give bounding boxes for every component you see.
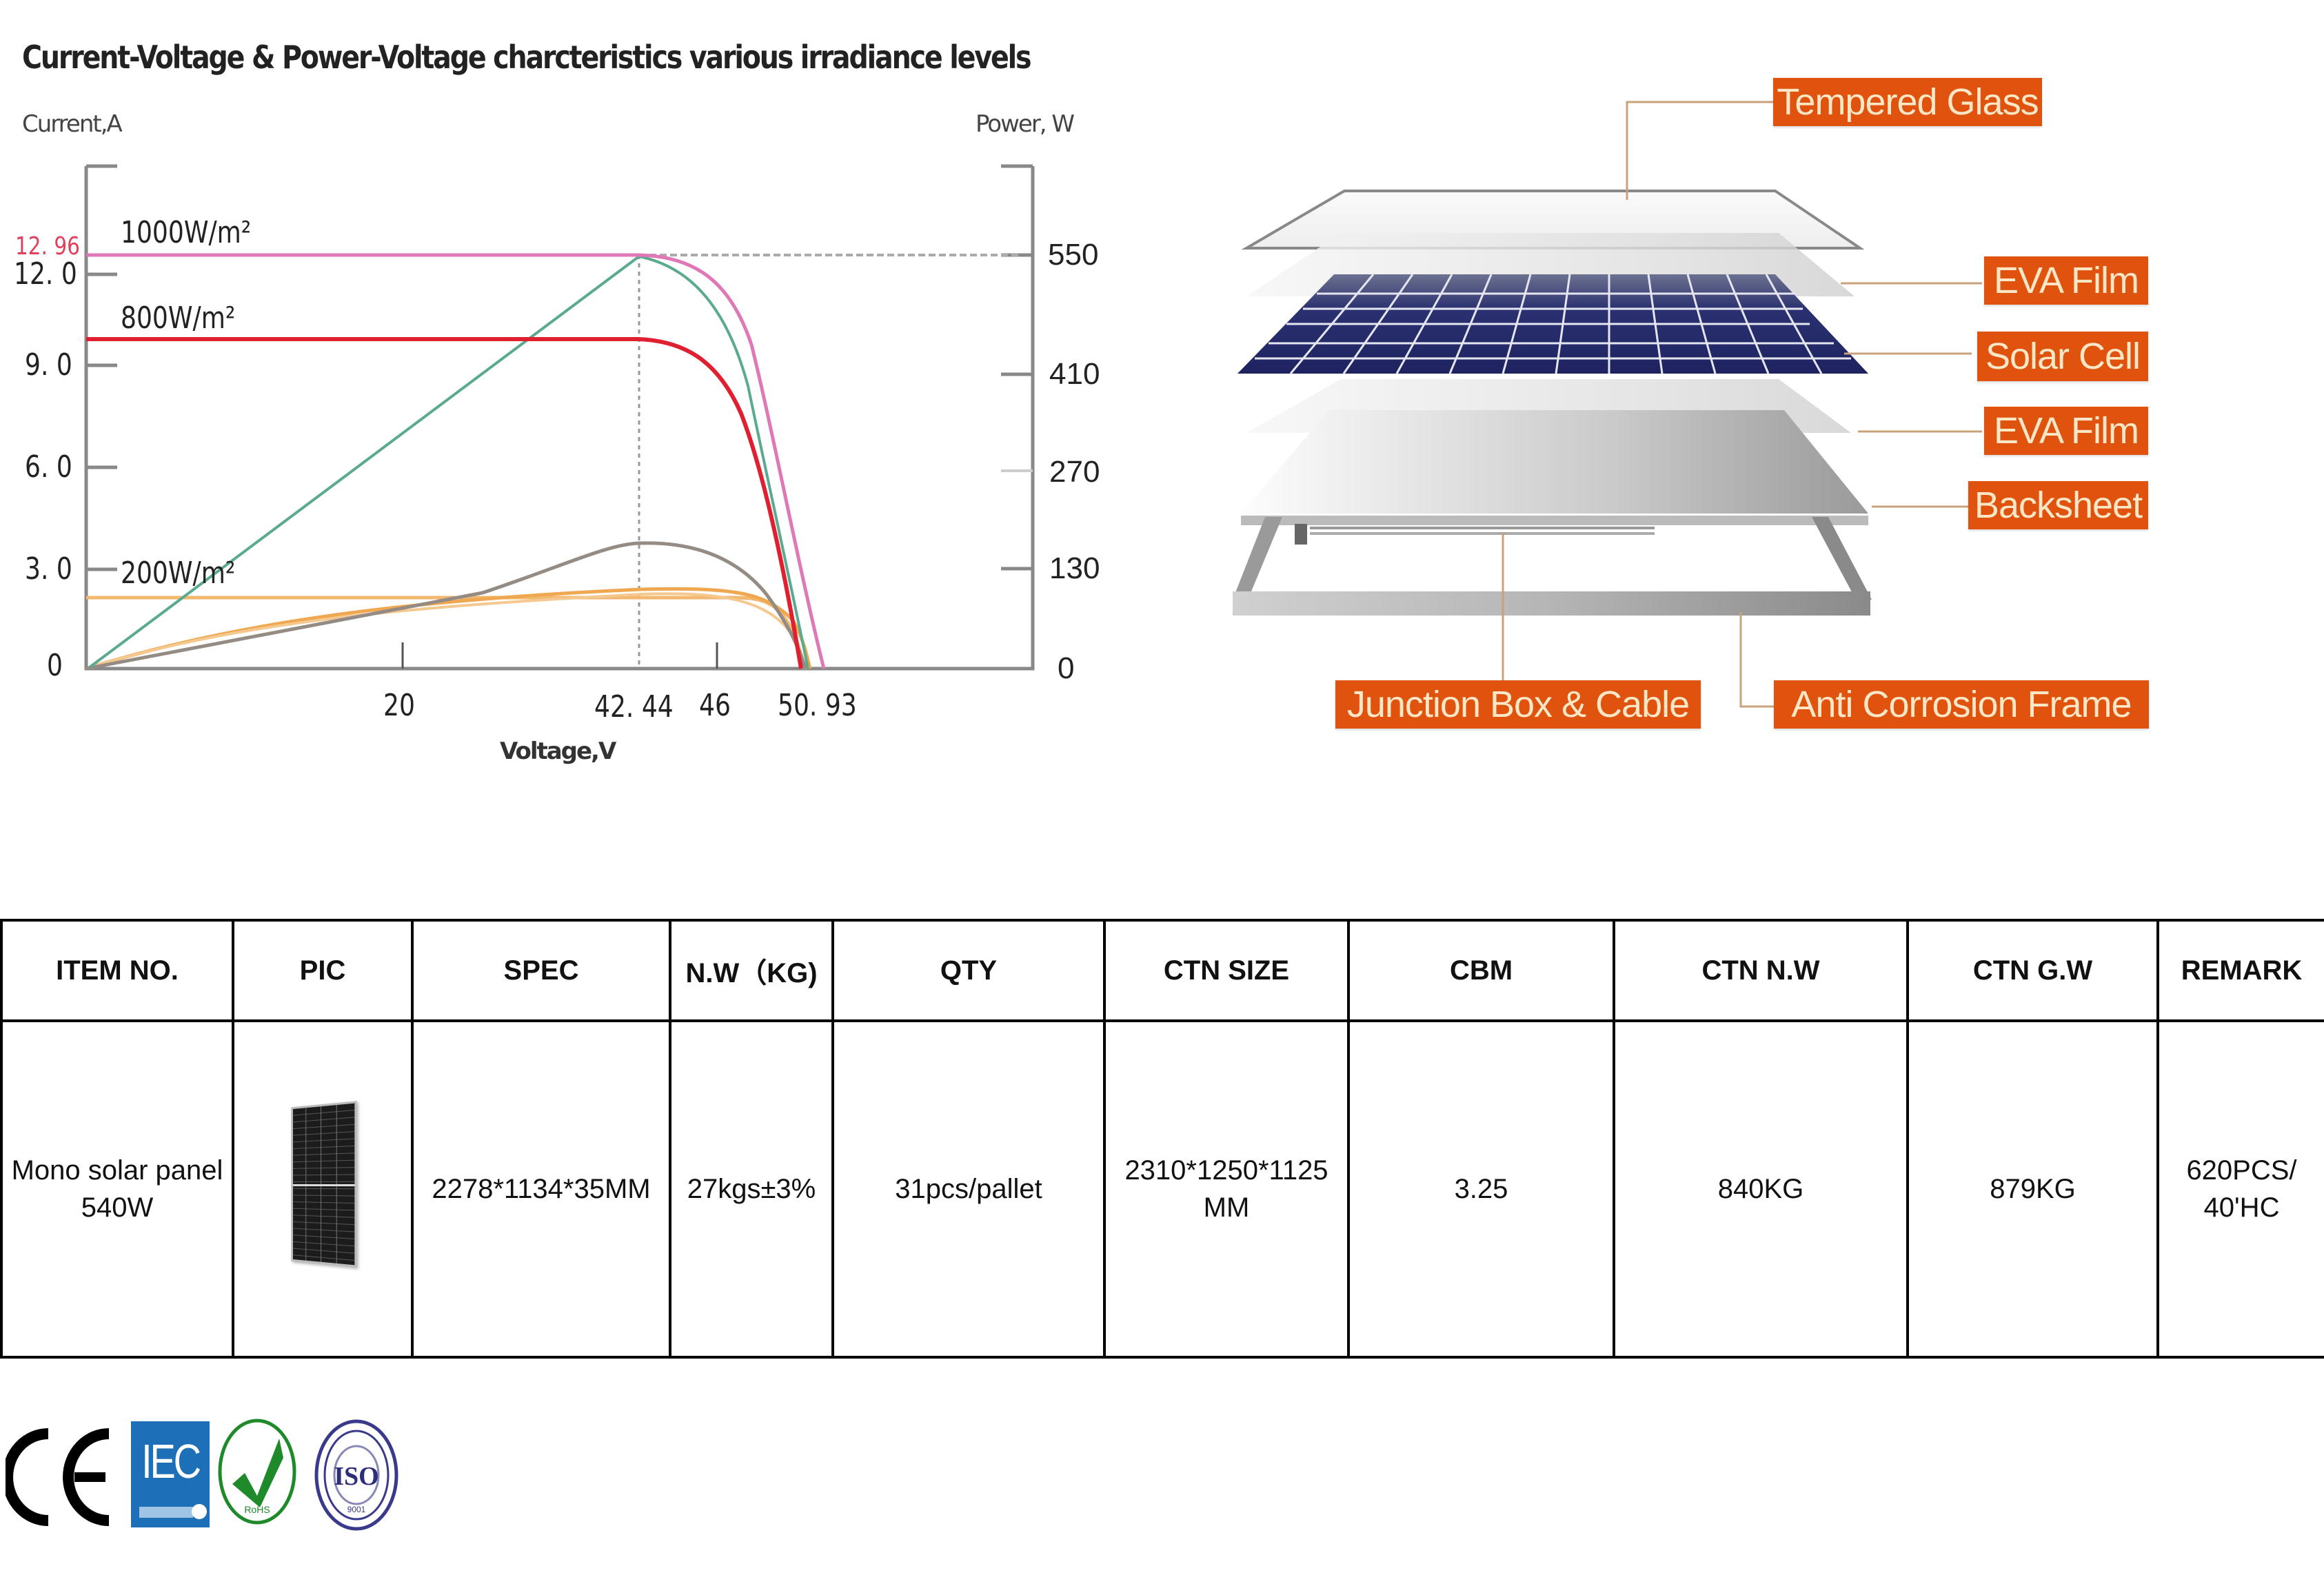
svg-text:9001: 9001 (347, 1505, 366, 1514)
iso-9001-seal-icon: ISO 9001 (314, 1419, 398, 1531)
header-spec: SPEC (411, 919, 671, 1022)
table-header-row: ITEM NO. PIC SPEC N.W（KG) QTY CTN SIZE C… (0, 919, 2324, 1022)
solar-cell-layer (1237, 274, 1868, 374)
label-anti-corrosion-frame: Anti Corrosion Frame (1774, 680, 2149, 729)
label-eva-film-top: EVA Film (1984, 256, 2148, 305)
legend-800: 800W/m² (121, 301, 236, 336)
header-pic: PIC (232, 919, 414, 1022)
backsheet-layer (1241, 410, 1868, 514)
y-tick-0: 0 (47, 648, 63, 683)
cell-ctn-gw: 879KG (1906, 1019, 2159, 1359)
y2-tick-130: 130 (1049, 551, 1100, 585)
cell-nw: 27kgs±3% (669, 1019, 834, 1359)
cell-item-no: Mono solar panel 540W (0, 1019, 234, 1359)
rohs-check-icon: RoHS (218, 1419, 296, 1525)
y2-axis-title-power: Power, W (976, 110, 1075, 138)
packing-spec-table: ITEM NO. PIC SPEC N.W（KG) QTY CTN SIZE C… (0, 919, 2324, 1359)
label-backsheet: Backsheet (1968, 481, 2148, 529)
y-tick-3: 3. 0 (25, 551, 72, 587)
ce-mark-icon (6, 1428, 110, 1526)
y-highlight-label: 12. 96 (15, 232, 80, 261)
label-eva-film-bottom: EVA Film (1984, 407, 2148, 455)
x-tick-50-93: 50. 93 (778, 688, 857, 723)
cell-remark: 620PCS/ 40'HC (2156, 1019, 2324, 1359)
header-ctn-gw: CTN G.W (1906, 919, 2159, 1022)
y-tick-9: 9. 0 (25, 347, 72, 383)
y2-tick-550: 550 (1048, 238, 1099, 272)
cell-qty: 31pcs/pallet (831, 1019, 1106, 1359)
y-tick-12: 12. 0 (14, 256, 77, 292)
y-axis-title-current: Current,A (22, 110, 123, 138)
layer-illustration (1233, 101, 1982, 708)
header-item-no: ITEM NO. (0, 919, 234, 1022)
y2-tick-410: 410 (1049, 357, 1100, 391)
legend-1000: 1000W/m² (121, 215, 252, 250)
frame-layer (1233, 516, 1872, 616)
solar-panel-image (291, 1101, 357, 1268)
cell-ctn-nw: 840KG (1613, 1019, 1909, 1359)
x-tick-20: 20 (383, 688, 415, 723)
label-tempered-glass: Tempered Glass (1773, 78, 2042, 126)
iec-logo-icon: IEC (131, 1421, 210, 1527)
x-tick-42-44: 42. 44 (594, 689, 674, 724)
header-qty: QTY (831, 919, 1106, 1022)
legend-200: 200W/m² (121, 556, 236, 591)
y2-tick-0: 0 (1058, 651, 1075, 685)
label-junction-box: Junction Box & Cable (1335, 680, 1701, 729)
cell-ctn-size: 2310*1250*1125 MM (1103, 1019, 1350, 1359)
header-ctn-size: CTN SIZE (1103, 919, 1350, 1022)
label-solar-cell: Solar Cell (1977, 332, 2148, 381)
chart-plot-area (84, 164, 1035, 671)
y2-tick-270: 270 (1049, 455, 1100, 489)
x-tick-46: 46 (699, 688, 731, 723)
y-tick-6: 6. 0 (25, 449, 72, 485)
cell-pic (232, 1019, 414, 1359)
header-nw: N.W（KG) (669, 919, 834, 1022)
header-ctn-nw: CTN N.W (1613, 919, 1909, 1022)
cell-spec: 2278*1134*35MM (411, 1019, 671, 1359)
header-cbm: CBM (1347, 919, 1615, 1022)
svg-text:ISO: ISO (334, 1462, 378, 1491)
chart-title: Current-Voltage & Power-Voltage charcter… (22, 39, 1032, 76)
header-remark: REMARK (2156, 919, 2324, 1022)
svg-text:RoHS: RoHS (244, 1504, 270, 1515)
cell-cbm: 3.25 (1347, 1019, 1615, 1359)
table-row: Mono solar panel 540W 2278*1134*35MM 27k… (0, 1019, 2324, 1359)
x-axis-title-voltage: Voltage,V (500, 738, 616, 765)
